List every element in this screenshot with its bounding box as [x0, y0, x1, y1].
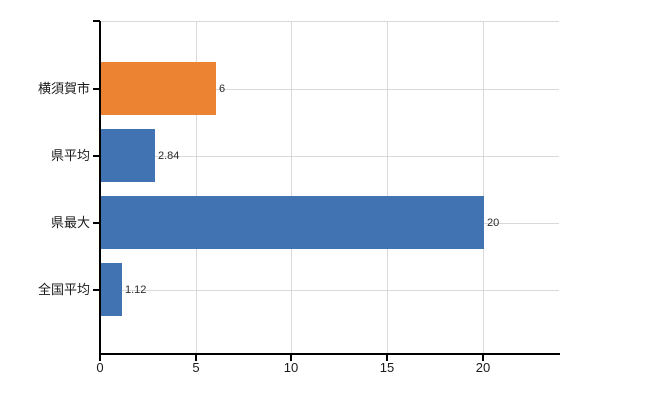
category-label: 横須賀市: [37, 81, 90, 96]
y-axis-tick: [93, 20, 100, 22]
x-axis-tick: [195, 355, 197, 361]
x-axis-tick-label: 20: [475, 360, 491, 375]
vertical-gridline: [291, 21, 292, 354]
plot-area: [100, 21, 559, 354]
x-axis-tick-label: 5: [192, 360, 200, 375]
x-axis-tick-label: 10: [283, 360, 299, 375]
category-label: 県最大: [50, 215, 90, 230]
horizontal-gridline: [100, 290, 559, 291]
bar-value-label: 2.84: [158, 150, 180, 162]
vertical-gridline: [483, 21, 484, 354]
bar: [101, 196, 484, 249]
category-label: 県平均: [50, 148, 90, 163]
x-axis-line: [99, 353, 560, 355]
y-axis-tick: [93, 289, 100, 291]
bar-value-label: 1.12: [125, 284, 147, 296]
bar: [101, 129, 155, 182]
vertical-gridline: [387, 21, 388, 354]
x-axis-tick: [386, 355, 388, 361]
bar-value-label: 6: [219, 83, 226, 95]
horizontal-gridline: [100, 89, 559, 90]
x-axis-tick: [482, 355, 484, 361]
vertical-gridline: [196, 21, 197, 354]
y-axis-line: [99, 21, 101, 355]
bar-value-label: 20: [487, 217, 500, 229]
horizontal-gridline: [100, 21, 559, 22]
x-axis-tick-label: 0: [96, 360, 104, 375]
bar: [101, 263, 122, 316]
y-axis-tick: [93, 222, 100, 224]
horizontal-gridline: [100, 156, 559, 157]
x-axis-tick-label: 15: [379, 360, 395, 375]
y-axis-tick: [93, 88, 100, 90]
category-label: 全国平均: [37, 282, 90, 297]
x-axis-tick: [290, 355, 292, 361]
y-axis-tick: [93, 155, 100, 157]
bar: [101, 62, 216, 115]
x-axis-tick: [99, 355, 101, 361]
